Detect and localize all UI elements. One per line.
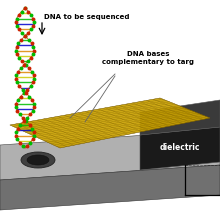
Text: DNA bases
complementary to targ: DNA bases complementary to targ	[102, 51, 194, 65]
Polygon shape	[0, 165, 220, 210]
Ellipse shape	[27, 155, 49, 165]
Polygon shape	[0, 130, 220, 180]
Polygon shape	[140, 100, 220, 135]
Ellipse shape	[21, 152, 55, 168]
Text: DNA to be sequenced: DNA to be sequenced	[44, 14, 130, 20]
Text: dielectric: dielectric	[160, 143, 200, 152]
Polygon shape	[140, 127, 220, 170]
Polygon shape	[10, 98, 210, 148]
